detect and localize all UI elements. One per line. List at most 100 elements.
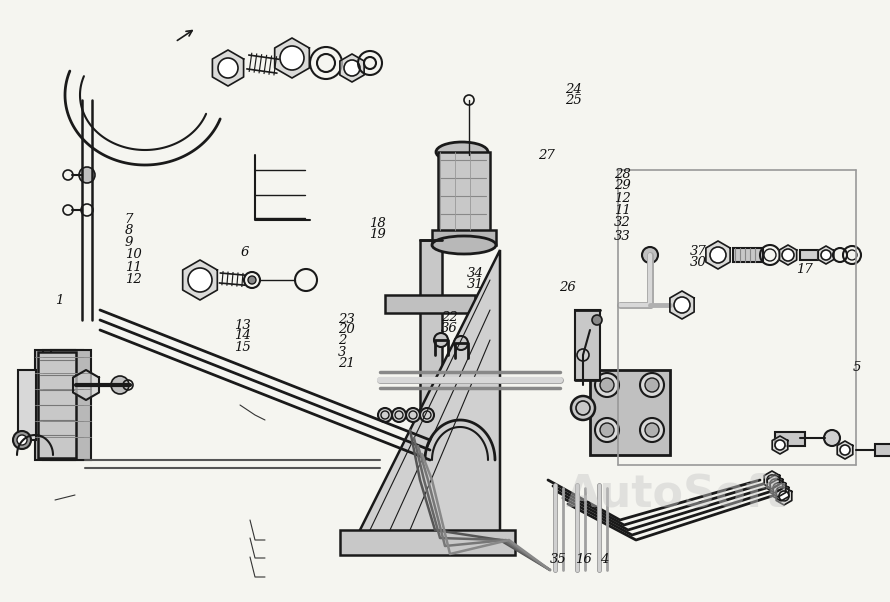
Circle shape xyxy=(280,46,304,70)
Circle shape xyxy=(821,250,831,260)
Bar xyxy=(590,370,670,455)
Circle shape xyxy=(392,408,406,422)
Text: 26: 26 xyxy=(559,281,576,294)
Polygon shape xyxy=(776,487,792,505)
Text: 35: 35 xyxy=(550,553,567,566)
Text: 33: 33 xyxy=(614,230,631,243)
Circle shape xyxy=(645,423,659,437)
Polygon shape xyxy=(773,483,789,501)
Circle shape xyxy=(406,408,420,422)
Bar xyxy=(38,352,76,458)
Ellipse shape xyxy=(432,236,496,254)
Bar xyxy=(775,432,805,446)
Circle shape xyxy=(600,378,614,392)
Polygon shape xyxy=(780,245,797,265)
Circle shape xyxy=(642,247,658,263)
Text: 12: 12 xyxy=(125,273,142,287)
Bar xyxy=(432,230,496,245)
Text: 18: 18 xyxy=(369,217,386,231)
Text: 34: 34 xyxy=(466,267,483,281)
Text: 10: 10 xyxy=(125,248,142,261)
Bar xyxy=(18,370,36,440)
Bar xyxy=(340,530,515,555)
Text: 5: 5 xyxy=(853,361,861,374)
Circle shape xyxy=(595,418,619,442)
Circle shape xyxy=(454,336,468,350)
Ellipse shape xyxy=(436,142,488,162)
Circle shape xyxy=(645,378,659,392)
Bar xyxy=(420,240,442,440)
Text: 2: 2 xyxy=(338,334,346,347)
Circle shape xyxy=(773,483,783,493)
Bar xyxy=(800,250,818,260)
Text: 11: 11 xyxy=(614,204,631,217)
Circle shape xyxy=(674,297,690,313)
Circle shape xyxy=(111,376,129,394)
Text: 1: 1 xyxy=(55,294,63,308)
Text: 15: 15 xyxy=(234,341,251,354)
Circle shape xyxy=(571,396,595,420)
Circle shape xyxy=(767,475,777,485)
Polygon shape xyxy=(340,54,364,82)
Text: 28: 28 xyxy=(614,168,631,181)
Text: 7: 7 xyxy=(125,213,133,226)
Circle shape xyxy=(775,440,785,450)
Circle shape xyxy=(17,435,27,445)
Polygon shape xyxy=(767,475,783,493)
Circle shape xyxy=(592,315,602,325)
Circle shape xyxy=(600,423,614,437)
Polygon shape xyxy=(182,260,217,300)
Polygon shape xyxy=(213,50,244,86)
Circle shape xyxy=(640,373,664,397)
Circle shape xyxy=(248,276,256,284)
Polygon shape xyxy=(73,370,99,400)
Circle shape xyxy=(824,430,840,446)
Text: 12: 12 xyxy=(614,192,631,205)
Text: 8: 8 xyxy=(125,224,133,237)
Circle shape xyxy=(378,408,392,422)
Circle shape xyxy=(218,58,238,78)
Circle shape xyxy=(79,167,95,183)
Text: 21: 21 xyxy=(338,356,355,370)
Circle shape xyxy=(344,60,360,76)
Bar xyxy=(51,350,91,460)
Bar xyxy=(575,310,600,380)
Polygon shape xyxy=(275,38,310,78)
Text: 19: 19 xyxy=(369,228,386,241)
Text: 24: 24 xyxy=(565,82,582,96)
Text: 11: 11 xyxy=(125,261,142,275)
Text: 31: 31 xyxy=(466,278,483,291)
Polygon shape xyxy=(837,441,853,459)
Text: 27: 27 xyxy=(538,149,554,162)
Polygon shape xyxy=(770,479,786,497)
Circle shape xyxy=(595,373,619,397)
Text: 29: 29 xyxy=(614,179,631,192)
Circle shape xyxy=(420,408,434,422)
Polygon shape xyxy=(773,436,788,454)
Circle shape xyxy=(710,247,726,263)
Circle shape xyxy=(840,445,850,455)
Circle shape xyxy=(640,418,664,442)
Circle shape xyxy=(13,431,31,449)
Circle shape xyxy=(770,479,780,489)
Text: 16: 16 xyxy=(575,553,592,566)
Polygon shape xyxy=(706,241,730,269)
Text: 6: 6 xyxy=(240,246,248,259)
Text: 17: 17 xyxy=(797,263,813,276)
Bar xyxy=(43,350,83,460)
Polygon shape xyxy=(765,471,780,489)
Bar xyxy=(35,350,75,460)
Text: 9: 9 xyxy=(125,236,133,249)
Circle shape xyxy=(776,487,786,497)
Text: 14: 14 xyxy=(234,329,251,343)
Circle shape xyxy=(577,349,589,361)
Text: AutoSoft: AutoSoft xyxy=(566,472,787,515)
Text: 32: 32 xyxy=(614,216,631,229)
Text: 3: 3 xyxy=(338,346,346,359)
Text: 4: 4 xyxy=(600,553,608,566)
Text: 36: 36 xyxy=(441,321,457,335)
Text: 37: 37 xyxy=(690,245,707,258)
Text: 25: 25 xyxy=(565,94,582,107)
Bar xyxy=(875,444,890,456)
Circle shape xyxy=(779,491,789,501)
